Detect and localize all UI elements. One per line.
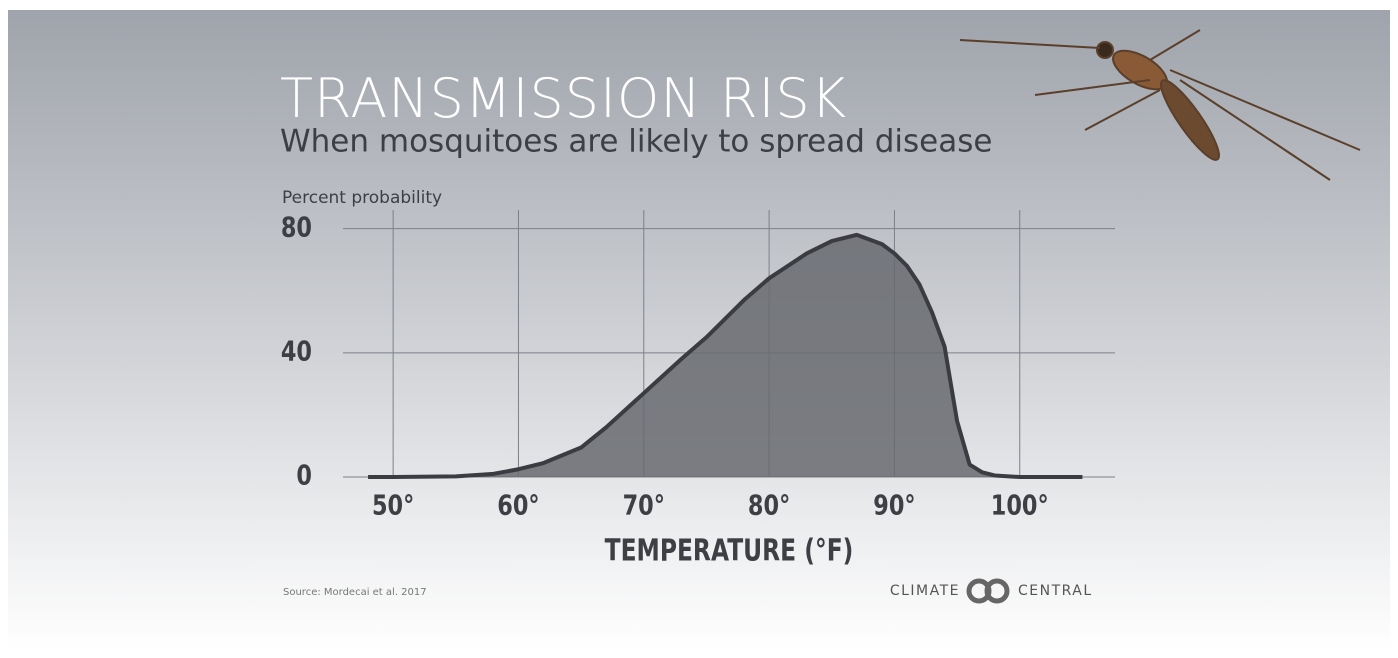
y-axis-label: Percent probability — [282, 188, 442, 208]
source: Source: Mordecai et al. 2017 — [283, 587, 427, 598]
chart: TRANSMISSION RISK When mosquitoes are li… — [0, 0, 1398, 658]
x-tick-label: 70° — [623, 488, 665, 521]
logo-text: CENTRAL — [1018, 583, 1093, 599]
y-tick-label: 0 — [296, 458, 312, 491]
x-tick-label: 100° — [991, 488, 1049, 521]
y-tick-label: 80 — [281, 210, 312, 243]
x-tick-label: 80° — [748, 488, 790, 521]
x-tick-label: 50° — [372, 488, 414, 521]
chart-subtitle: When mosquitoes are likely to spread dis… — [280, 124, 992, 160]
x-axis-label: TEMPERATURE (°F) — [605, 534, 854, 569]
logo-text: CLIMATE — [890, 583, 960, 599]
chart-title: TRANSMISSION RISK — [280, 67, 847, 130]
x-tick-label: 60° — [497, 488, 539, 521]
x-tick-label: 90° — [873, 488, 915, 521]
y-tick-label: 40 — [281, 334, 312, 367]
